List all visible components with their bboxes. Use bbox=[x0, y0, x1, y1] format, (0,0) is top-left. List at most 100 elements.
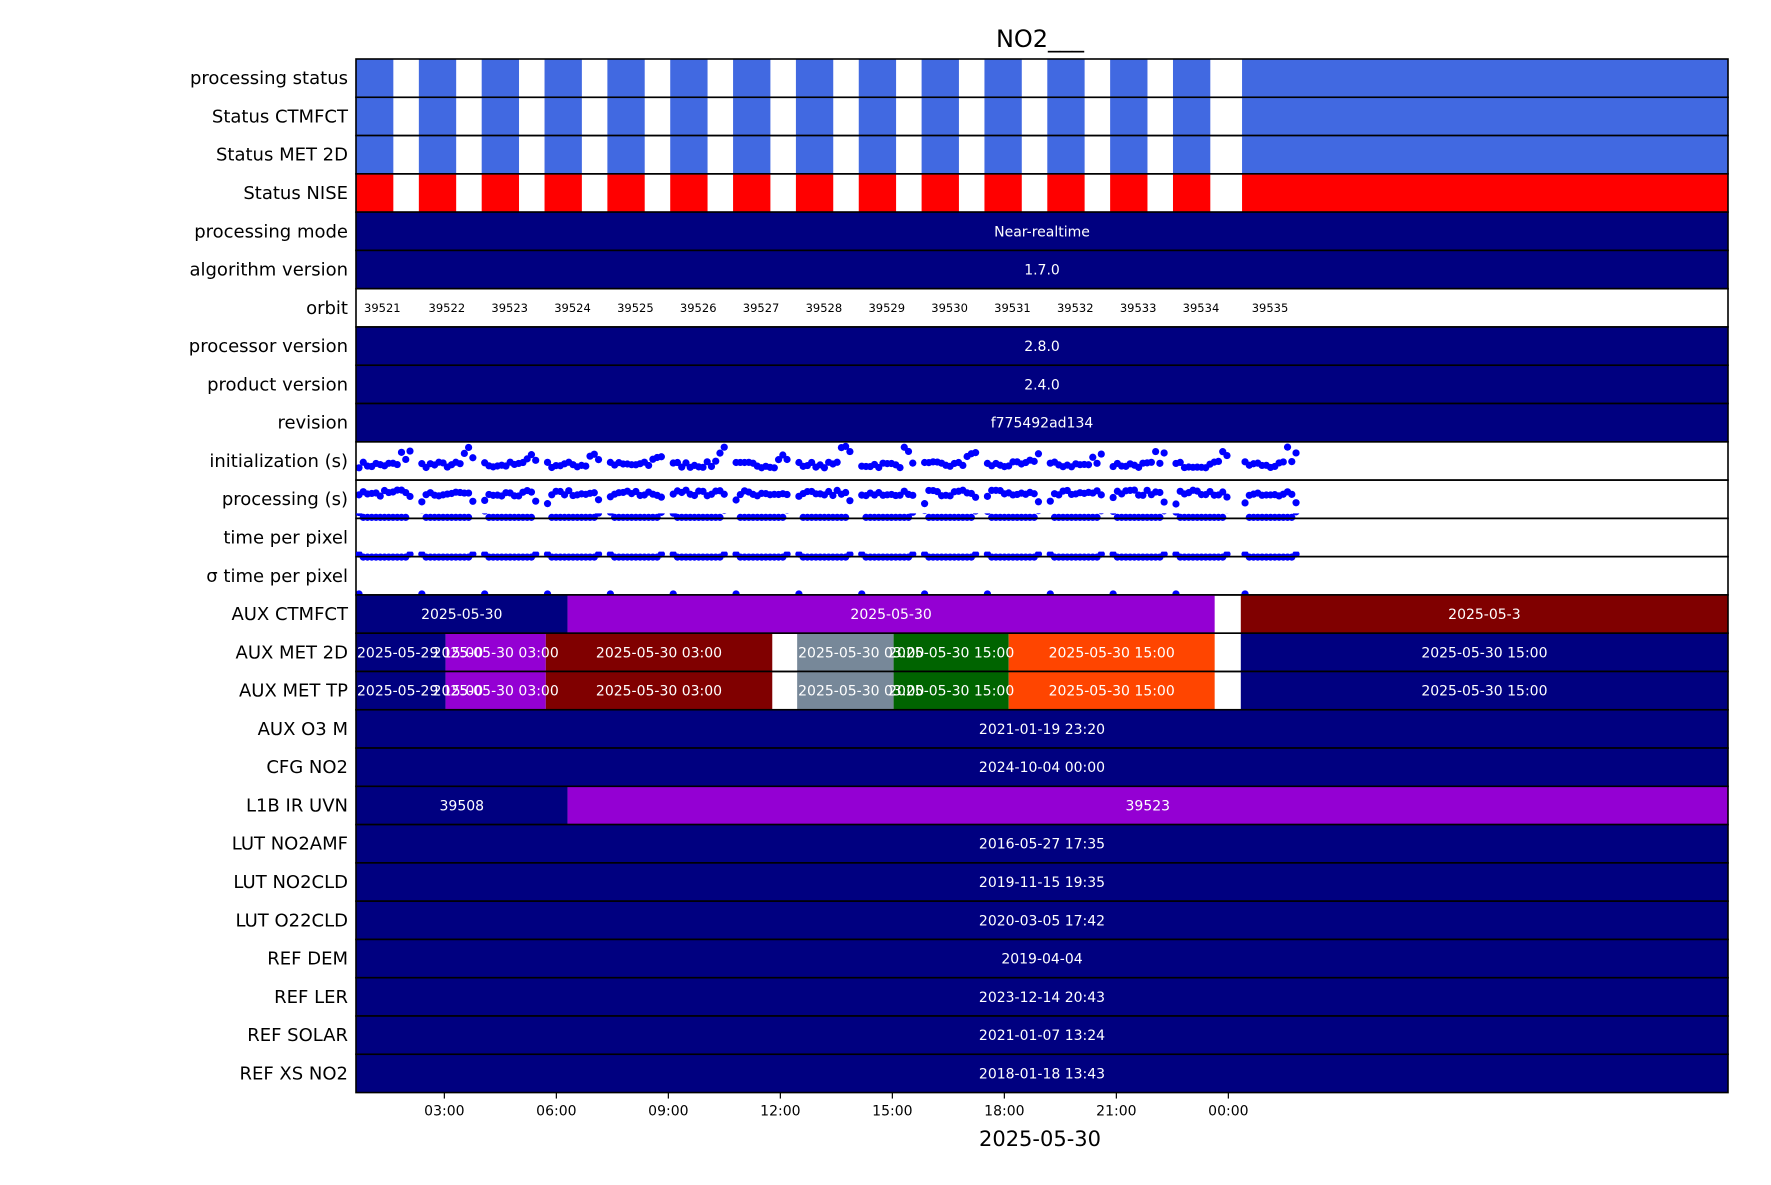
band-label: 2019-04-04 bbox=[1001, 952, 1082, 968]
status-block bbox=[921, 173, 959, 213]
band bbox=[797, 633, 894, 672]
row-13: σ time per pixel bbox=[206, 551, 1729, 598]
row-label: LUT NO2AMF bbox=[232, 834, 348, 855]
data-point bbox=[1030, 457, 1038, 465]
data-point bbox=[1156, 513, 1164, 521]
row-25: REF SOLAR 2021-01-07 13:24 bbox=[247, 1015, 1729, 1056]
data-point bbox=[1161, 513, 1167, 515]
status-block bbox=[1242, 173, 1728, 213]
data-point bbox=[1223, 451, 1231, 460]
x-tick-label: 18:00 bbox=[984, 1104, 1024, 1120]
row-14: AUX CTMFCT 2025-05-30 2025-05-30 2025-05-3 bbox=[231, 594, 1729, 634]
row-9: revision f775492ad134 bbox=[277, 402, 1729, 443]
data-point bbox=[779, 451, 787, 459]
row-frame bbox=[355, 1053, 1729, 1094]
status-block bbox=[356, 97, 394, 136]
data-point bbox=[1288, 458, 1296, 466]
data-point bbox=[582, 462, 590, 470]
band-label: 2025-05-3 bbox=[1448, 607, 1520, 623]
data-point bbox=[1139, 491, 1147, 499]
data-point bbox=[532, 497, 540, 505]
status-block bbox=[1172, 173, 1211, 213]
data-point bbox=[590, 450, 598, 458]
band-label: 2025-05-30 03:00 bbox=[433, 645, 559, 661]
band bbox=[545, 671, 773, 710]
band-label: 2025-05-30 03:00 bbox=[798, 684, 924, 700]
data-point bbox=[1084, 461, 1093, 469]
band-label: Near-realtime bbox=[994, 224, 1090, 240]
band-label: 2025-05-30 03:00 bbox=[596, 645, 722, 661]
band-label: 2016-05-27 17:35 bbox=[979, 837, 1105, 853]
band-label: 1.7.0 bbox=[1024, 263, 1060, 279]
status-block bbox=[670, 173, 708, 213]
data-point bbox=[653, 513, 661, 521]
data-point bbox=[1226, 513, 1228, 514]
data-point bbox=[707, 462, 716, 471]
status-block bbox=[795, 59, 834, 98]
band bbox=[356, 977, 1728, 1016]
data-point bbox=[712, 457, 720, 465]
data-point bbox=[682, 459, 690, 467]
row-22: LUT O22CLD 2020-03-05 17:42 bbox=[235, 900, 1729, 941]
x-axis: 03:00 06:00 09:00 12:00 15:00 18:00 21:00 00:00 bbox=[424, 1092, 1249, 1120]
status-block bbox=[356, 135, 394, 174]
band bbox=[356, 939, 1728, 978]
status-block bbox=[670, 59, 708, 98]
band-label: 2025-05-29 15:00 bbox=[357, 645, 483, 661]
band-label: 2025-05-30 bbox=[421, 607, 502, 623]
data-point bbox=[397, 448, 406, 456]
orbit-number: 39528 bbox=[806, 301, 843, 315]
status-block bbox=[418, 173, 457, 213]
band-label: 2025-05-29 15:00 bbox=[357, 684, 483, 700]
data-point bbox=[356, 464, 363, 472]
data-point bbox=[1147, 458, 1155, 466]
orbit-number: 39532 bbox=[1057, 301, 1094, 315]
status-block bbox=[544, 173, 582, 213]
band bbox=[1008, 633, 1215, 672]
status-block bbox=[984, 97, 1022, 136]
row-frame bbox=[355, 479, 1729, 520]
data-point bbox=[565, 487, 573, 495]
data-point bbox=[393, 460, 401, 469]
status-block bbox=[1172, 97, 1211, 136]
row-label: CFG NO2 bbox=[266, 757, 348, 778]
orbit-number: 39535 bbox=[1252, 301, 1289, 315]
data-point bbox=[657, 453, 665, 461]
scatter-series bbox=[356, 506, 1300, 521]
data-point bbox=[460, 449, 468, 458]
status-block bbox=[481, 97, 520, 136]
row-4: processing mode Near-realtime bbox=[194, 211, 1729, 252]
band-label: 2.8.0 bbox=[1024, 339, 1060, 355]
data-point bbox=[1241, 499, 1249, 507]
row-frame bbox=[355, 555, 1729, 596]
data-point bbox=[1219, 513, 1227, 521]
status-block bbox=[921, 135, 959, 174]
row-21: LUT NO2CLD 2019-11-15 19:35 bbox=[233, 862, 1729, 902]
row-0: processing status bbox=[190, 58, 1729, 99]
band bbox=[356, 1016, 1728, 1055]
band-label: 2.4.0 bbox=[1024, 377, 1060, 393]
status-block bbox=[1110, 173, 1148, 213]
data-point bbox=[1156, 459, 1164, 467]
status-block bbox=[670, 135, 708, 174]
row-label: processing mode bbox=[194, 221, 348, 242]
data-point bbox=[673, 458, 682, 467]
orbit-number: 39531 bbox=[994, 301, 1031, 315]
data-point bbox=[770, 464, 778, 472]
data-point bbox=[972, 493, 980, 501]
data-point bbox=[984, 513, 991, 516]
status-block bbox=[670, 97, 708, 136]
scatter-series bbox=[356, 486, 1300, 508]
band bbox=[1240, 633, 1728, 672]
data-point bbox=[657, 513, 665, 516]
row-5: algorithm version 1.7.0 bbox=[189, 249, 1729, 290]
row-label: AUX CTMFCT bbox=[231, 604, 349, 625]
data-point bbox=[1241, 506, 1248, 513]
data-point bbox=[1110, 513, 1117, 516]
band bbox=[356, 633, 446, 672]
data-point bbox=[732, 496, 740, 504]
data-point bbox=[1093, 459, 1101, 467]
row-label: time per pixel bbox=[223, 528, 348, 549]
orbit-number: 39533 bbox=[1120, 301, 1157, 315]
